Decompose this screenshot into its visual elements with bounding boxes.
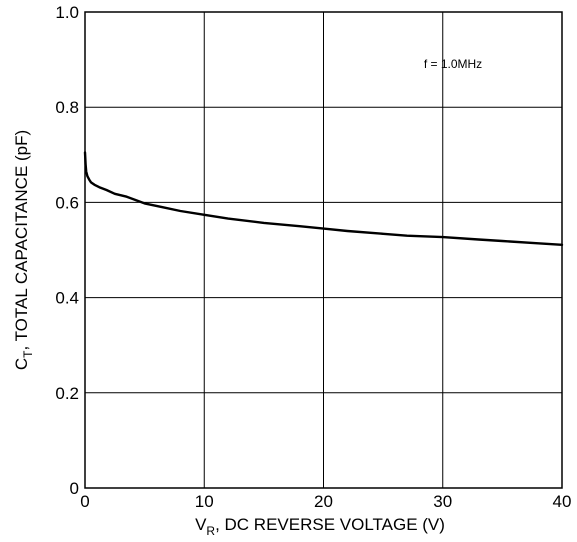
y-axis-title: CT, TOTAL CAPACITANCE (pF)	[12, 130, 35, 370]
series-line-capacitance	[83, 151, 564, 247]
y-tick-label: 0.6	[55, 193, 79, 212]
x-axis-ticks: 0 10 20 30 40	[80, 492, 571, 511]
plot-frame	[84, 11, 563, 489]
y-tick-label: 0.4	[55, 289, 79, 308]
y-tick-label: 1.0	[55, 3, 79, 22]
y-tick-label: 0	[70, 479, 79, 498]
x-tick-label: 0	[80, 492, 89, 511]
y-tick-label: 0.2	[55, 384, 79, 403]
x-tick-label: 20	[314, 492, 333, 511]
x-tick-label: 40	[553, 492, 572, 511]
series-group	[83, 151, 564, 247]
y-tick-label: 0.8	[55, 98, 79, 117]
y-axis-title-main: C	[12, 358, 31, 370]
x-axis-title-main: V	[195, 515, 207, 534]
x-tick-label: 30	[433, 492, 452, 511]
x-axis-title: VR, DC REVERSE VOLTAGE (V)	[195, 515, 445, 538]
x-tick-label: 10	[195, 492, 214, 511]
y-axis-title-sub: T	[21, 350, 35, 358]
y-axis-ticks: 0 0.2 0.4 0.6 0.8 1.0	[55, 3, 79, 498]
x-axis-title-sub: R	[206, 524, 215, 538]
grid	[84, 11, 563, 489]
x-axis-title-rest: , DC REVERSE VOLTAGE (V)	[215, 515, 445, 534]
y-axis-title-rest: , TOTAL CAPACITANCE (pF)	[12, 130, 31, 351]
frequency-annotation: f = 1.0MHz	[424, 57, 482, 71]
